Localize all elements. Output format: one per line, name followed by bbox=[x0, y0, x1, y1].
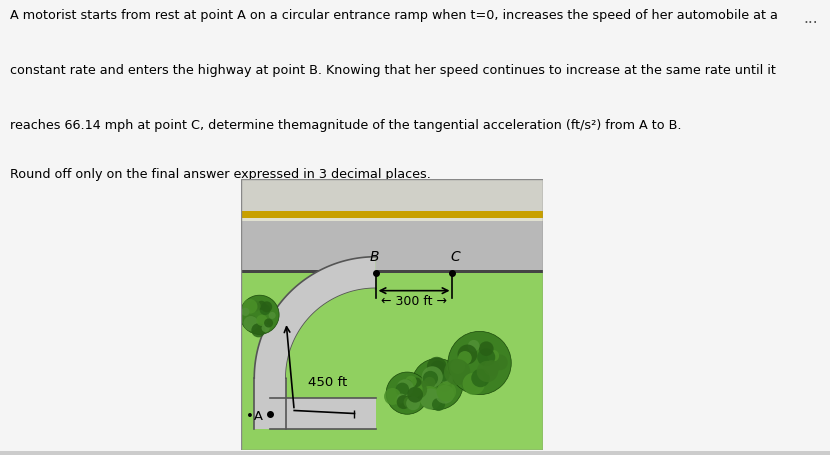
Bar bbox=[242, 180, 543, 213]
Circle shape bbox=[427, 357, 447, 377]
Circle shape bbox=[430, 361, 446, 376]
Bar bbox=[242, 180, 543, 273]
Circle shape bbox=[444, 359, 471, 385]
Circle shape bbox=[412, 359, 463, 410]
Circle shape bbox=[436, 385, 454, 404]
Text: constant rate and enters the highway at point B. Knowing that her speed continue: constant rate and enters the highway at … bbox=[10, 64, 776, 77]
Circle shape bbox=[261, 302, 272, 313]
Circle shape bbox=[492, 355, 508, 370]
Circle shape bbox=[418, 386, 440, 408]
Circle shape bbox=[384, 388, 401, 405]
Circle shape bbox=[269, 312, 276, 319]
Circle shape bbox=[422, 366, 443, 388]
Circle shape bbox=[415, 381, 430, 396]
Circle shape bbox=[243, 316, 258, 331]
Circle shape bbox=[256, 315, 267, 326]
Text: Round off only on the final answer expressed in 3 decimal places.: Round off only on the final answer expre… bbox=[10, 167, 431, 181]
Circle shape bbox=[394, 396, 403, 405]
Text: ...: ... bbox=[803, 11, 818, 26]
Circle shape bbox=[476, 361, 498, 382]
Circle shape bbox=[406, 396, 420, 410]
Circle shape bbox=[386, 372, 428, 415]
Text: reaches 66.14 mph at point C, determine themagnitude of the tangential accelerat: reaches 66.14 mph at point C, determine … bbox=[10, 118, 681, 131]
Circle shape bbox=[477, 349, 496, 366]
Text: C: C bbox=[451, 249, 461, 263]
Circle shape bbox=[437, 382, 457, 401]
Circle shape bbox=[397, 395, 411, 409]
Text: B: B bbox=[369, 249, 378, 263]
Circle shape bbox=[448, 332, 511, 395]
Circle shape bbox=[250, 301, 261, 312]
Circle shape bbox=[403, 396, 416, 409]
Circle shape bbox=[247, 315, 256, 324]
Circle shape bbox=[396, 383, 409, 396]
Circle shape bbox=[397, 394, 406, 403]
Circle shape bbox=[420, 389, 442, 410]
Circle shape bbox=[261, 324, 270, 333]
Circle shape bbox=[422, 371, 438, 386]
Circle shape bbox=[412, 378, 422, 387]
Bar bbox=[254, 378, 286, 430]
Bar bbox=[242, 218, 543, 221]
Bar bbox=[270, 398, 376, 430]
Text: 450 ft: 450 ft bbox=[308, 375, 348, 388]
Circle shape bbox=[457, 345, 477, 364]
Bar bbox=[242, 212, 543, 218]
Bar bbox=[242, 273, 254, 450]
Circle shape bbox=[461, 375, 479, 392]
Circle shape bbox=[432, 398, 445, 411]
Circle shape bbox=[242, 308, 249, 316]
Circle shape bbox=[264, 319, 273, 328]
Circle shape bbox=[260, 305, 271, 315]
Polygon shape bbox=[254, 257, 376, 378]
Circle shape bbox=[468, 340, 480, 352]
Circle shape bbox=[405, 380, 422, 398]
Polygon shape bbox=[242, 257, 376, 450]
Circle shape bbox=[458, 351, 471, 365]
Circle shape bbox=[487, 350, 499, 362]
Text: ← 300 ft →: ← 300 ft → bbox=[381, 295, 447, 308]
Circle shape bbox=[257, 301, 266, 310]
Text: A motorist starts from rest at point A on a circular entrance ramp when t=0, inc: A motorist starts from rest at point A o… bbox=[10, 9, 778, 22]
Circle shape bbox=[462, 373, 485, 395]
Circle shape bbox=[437, 369, 450, 382]
Circle shape bbox=[479, 342, 494, 356]
Circle shape bbox=[410, 381, 427, 399]
Polygon shape bbox=[286, 289, 376, 378]
Bar bbox=[242, 271, 543, 273]
Text: •A: •A bbox=[247, 409, 263, 422]
Circle shape bbox=[408, 387, 423, 403]
Circle shape bbox=[243, 299, 257, 314]
Circle shape bbox=[450, 359, 466, 374]
Circle shape bbox=[242, 308, 250, 316]
Circle shape bbox=[484, 360, 500, 376]
Circle shape bbox=[437, 377, 452, 393]
Circle shape bbox=[397, 379, 413, 397]
Circle shape bbox=[442, 374, 453, 385]
Circle shape bbox=[405, 376, 417, 387]
Circle shape bbox=[240, 296, 279, 334]
Circle shape bbox=[404, 379, 412, 388]
Circle shape bbox=[471, 369, 490, 387]
Circle shape bbox=[423, 377, 436, 389]
Circle shape bbox=[251, 324, 266, 338]
